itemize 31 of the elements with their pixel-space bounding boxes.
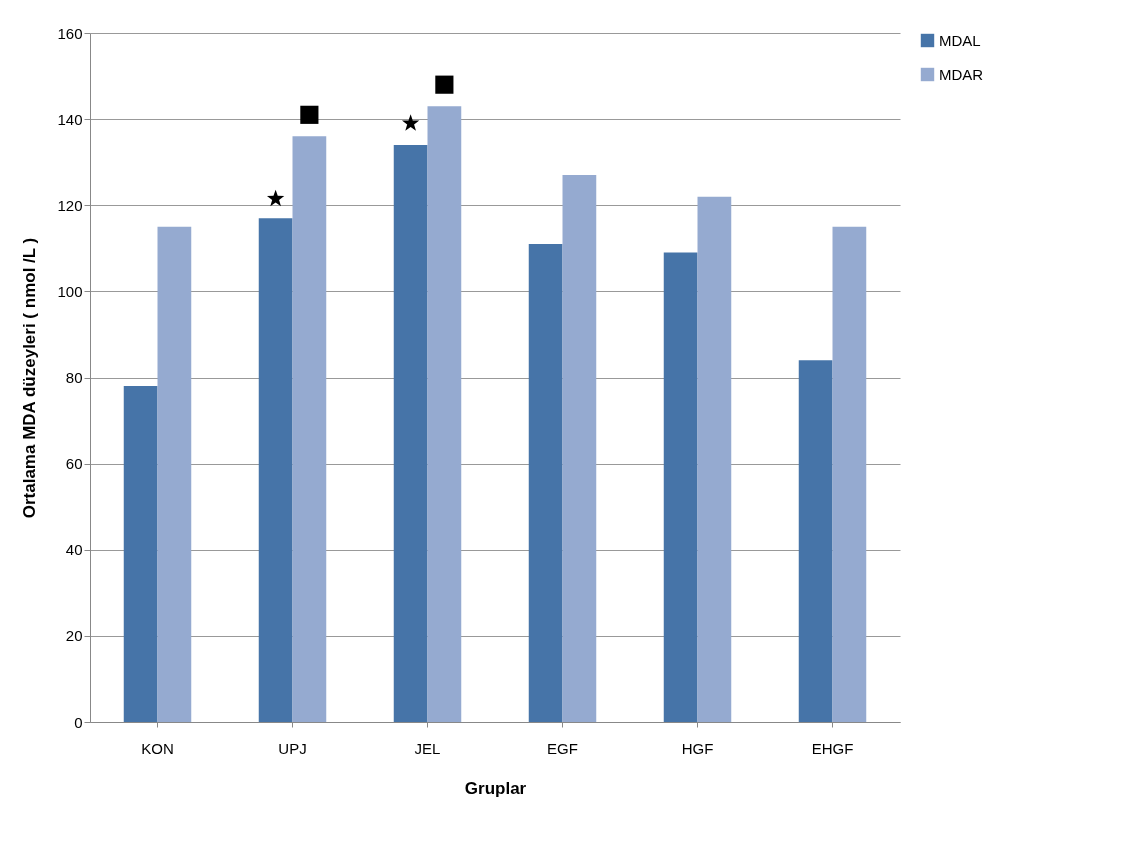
bar — [697, 196, 732, 722]
x-tick-label: EHGF — [811, 739, 854, 757]
y-tick-label: 80 — [65, 369, 83, 386]
x-tick-label: HGF — [681, 739, 714, 757]
y-tick-label: 40 — [65, 541, 83, 559]
bar — [562, 175, 597, 722]
bar — [528, 244, 563, 722]
bar — [798, 360, 833, 722]
x-tick-label: UPJ — [278, 739, 307, 757]
x-axis-title: Gruplar — [464, 778, 527, 798]
y-tick-label: 20 — [65, 627, 83, 645]
y-tick-label: 60 — [65, 455, 83, 473]
y-tick-label: 120 — [57, 196, 83, 214]
y-tick-label: 160 — [57, 24, 83, 42]
bar — [157, 226, 192, 722]
x-tick-label: JEL — [414, 739, 441, 757]
bar — [258, 218, 293, 722]
y-tick-label: 140 — [57, 110, 83, 128]
bar — [123, 386, 158, 722]
legend-label: MDAL — [939, 31, 981, 49]
bar — [393, 144, 428, 722]
x-tick-label: KON — [141, 739, 174, 757]
y-tick-label: 0 — [74, 713, 83, 731]
bar — [663, 252, 698, 722]
bar — [832, 226, 867, 722]
y-axis-title: Ortalama MDA düzeyleri ( nmol /L ) — [20, 237, 40, 519]
bar — [427, 106, 462, 722]
bar — [292, 136, 327, 722]
x-tick-label: EGF — [547, 739, 578, 757]
legend-label: MDAR — [939, 65, 984, 83]
y-tick-label: 100 — [57, 282, 83, 300]
